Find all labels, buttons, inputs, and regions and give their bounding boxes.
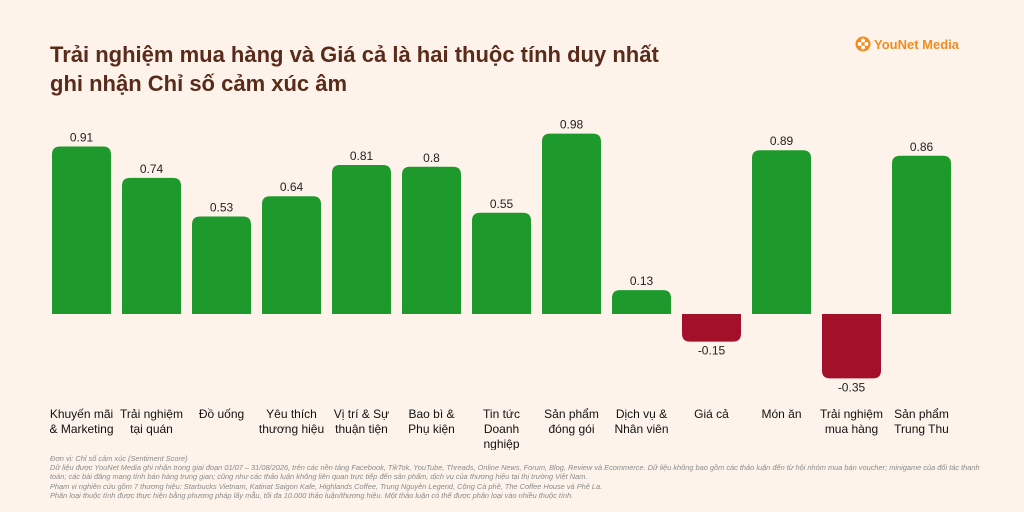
- value-label-12: 0.86: [910, 140, 934, 154]
- category-label-2: Đồ uống: [199, 407, 244, 421]
- category-label-7: Sản phẩm đóng gói: [544, 407, 599, 436]
- footnote-data-source: Dữ liệu được YouNet Media ghi nhận trong…: [50, 463, 980, 482]
- bar-6: [472, 212, 531, 314]
- bar-7: [542, 133, 601, 314]
- bar-2: [192, 216, 251, 314]
- bar-9: [682, 314, 741, 342]
- bar-1: [122, 177, 181, 314]
- value-label-1: 0.74: [140, 162, 164, 176]
- value-label-11: -0.35: [838, 380, 866, 394]
- bar-4: [332, 164, 391, 314]
- category-label-12: Sản phẩm Trung Thu: [894, 407, 949, 436]
- value-label-5: 0.8: [423, 151, 440, 165]
- category-label-8: Dịch vụ & Nhân viên: [614, 407, 668, 436]
- bar-10: [752, 150, 811, 314]
- category-label-6: Tin tức Doanh nghiệp: [483, 407, 520, 450]
- category-label-4: Vị trí & Sự thuận tiện: [334, 407, 389, 436]
- category-label-5: Bao bì & Phụ kiện: [408, 407, 455, 436]
- bar-3: [262, 196, 321, 314]
- category-label-10: Món ăn: [761, 407, 801, 421]
- sentiment-bar-chart: 0.91 Khuyến mãi & Marketing 0.74 Trải nghiệm…: [49, 118, 951, 450]
- title-line-1: Trải nghiệm mua hàng và Giá cả là hai th…: [50, 42, 659, 67]
- footnote-method: Phân loại thuộc tính được thực hiện bằng…: [50, 490, 574, 500]
- bar-8: [612, 290, 671, 314]
- value-label-0: 0.91: [70, 131, 94, 145]
- value-label-7: 0.98: [560, 118, 584, 132]
- value-label-2: 0.53: [210, 200, 234, 214]
- logo: YouNet Media: [855, 36, 959, 52]
- footnote-scope: Phạm vi nghiên cứu gồm 7 thương hiệu: St…: [50, 481, 603, 491]
- bar-12: [892, 155, 951, 314]
- category-label-3: Yêu thích thương hiệu: [259, 407, 324, 436]
- value-label-4: 0.81: [350, 149, 374, 163]
- category-label-9: Giá cả: [694, 407, 729, 421]
- bar-0: [52, 146, 111, 314]
- logo-text: YouNet Media: [874, 36, 959, 52]
- category-label-0: Khuyến mãi & Marketing: [49, 407, 113, 436]
- bar-5: [402, 166, 461, 314]
- value-label-9: -0.15: [698, 344, 726, 358]
- value-label-10: 0.89: [770, 134, 794, 148]
- value-label-6: 0.55: [490, 197, 514, 211]
- category-label-1: Trải nghiệm tại quán: [120, 407, 183, 436]
- category-label-11: Trải nghiệm mua hàng: [820, 407, 883, 436]
- page-title: Trải nghiệm mua hàng và Giá cả là hai th…: [50, 40, 730, 98]
- younet-flower-icon: [855, 36, 871, 52]
- value-label-3: 0.64: [280, 180, 304, 194]
- title-line-2: ghi nhận Chỉ số cảm xúc âm: [50, 71, 348, 96]
- footnote-unit: Đơn vị: Chỉ số cảm xúc (Sentiment Score): [50, 454, 188, 463]
- footnotes: Đơn vị: Chỉ số cảm xúc (Sentiment Score)…: [50, 454, 980, 500]
- value-label-8: 0.13: [630, 274, 654, 288]
- bar-11: [822, 314, 881, 379]
